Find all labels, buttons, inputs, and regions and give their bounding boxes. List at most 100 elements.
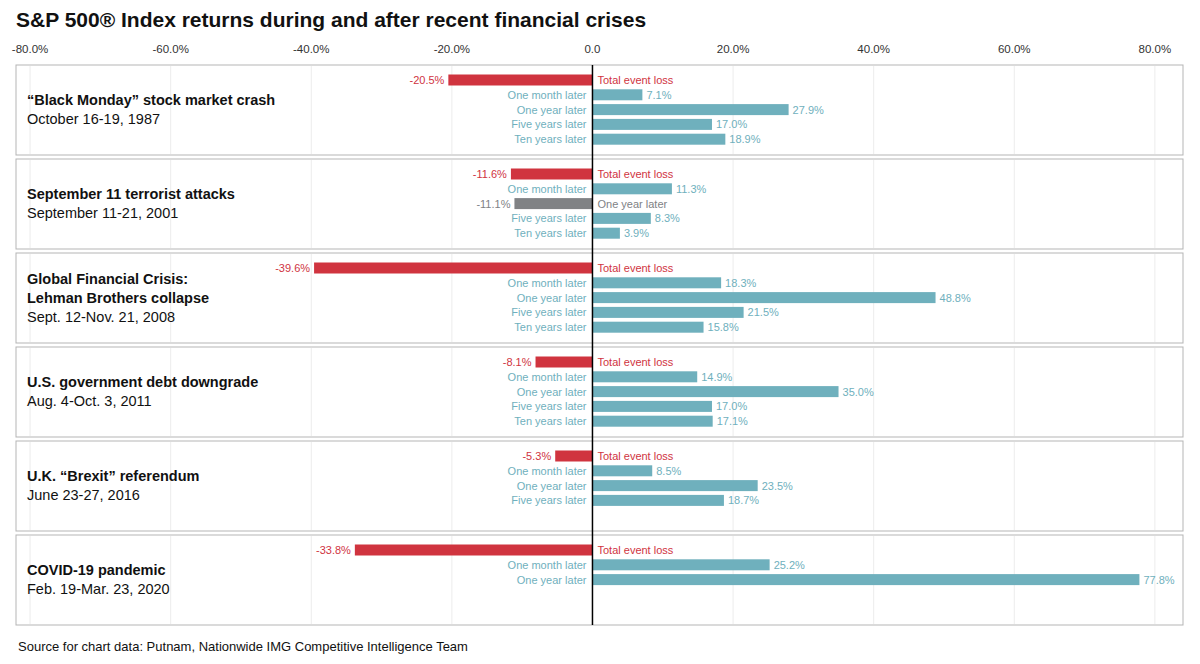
grid-line: [30, 348, 31, 436]
panel-frame: [16, 65, 1183, 155]
panel: COVID-19 pandemicFeb. 19-Mar. 23, 2020To…: [16, 535, 1183, 625]
data-label: -8.1%: [503, 356, 532, 368]
data-label: 25.2%: [774, 559, 805, 571]
data-label: -5.3%: [522, 450, 551, 462]
category-label: One month later: [508, 371, 587, 383]
data-label: 15.8%: [708, 321, 739, 333]
data-label: 35.0%: [843, 386, 874, 398]
grid-line: [311, 442, 312, 530]
panel-frame: [16, 441, 1183, 531]
bar: [592, 559, 769, 570]
category-label: One year later: [517, 292, 587, 304]
data-label: -11.6%: [473, 168, 507, 180]
data-label: -20.5%: [409, 74, 444, 86]
data-label: 18.9%: [729, 133, 760, 145]
panel-subtitle: Feb. 19-Mar. 23, 2020: [27, 581, 170, 597]
bar: [592, 386, 838, 397]
panel-title: September 11 terrorist attacks: [27, 186, 235, 202]
data-label: 14.9%: [701, 371, 732, 383]
category-label: Total event loss: [597, 356, 673, 368]
source-note: Source for chart data: Putnam, Nationwid…: [18, 639, 468, 654]
bar: [592, 401, 712, 412]
category-label: Ten years later: [514, 321, 586, 333]
grid-line: [733, 160, 734, 248]
category-label: Five years later: [511, 306, 587, 318]
category-label: One month later: [508, 559, 587, 571]
grid-line: [1014, 348, 1015, 436]
bar: [592, 228, 619, 239]
tick-label: -60.0%: [152, 43, 188, 55]
bar: [314, 263, 592, 274]
grid-line: [30, 536, 31, 624]
panel-frame: [16, 253, 1183, 343]
category-label: One year later: [517, 480, 587, 492]
grid-line: [30, 442, 31, 530]
panel-title: COVID-19 pandemic: [27, 562, 166, 578]
grid-line: [1154, 442, 1155, 530]
panel-subtitle: June 23-27, 2016: [27, 487, 140, 503]
grid-line: [1014, 160, 1015, 248]
data-label: 8.3%: [655, 212, 680, 224]
category-label: One year later: [517, 386, 587, 398]
bar: [536, 357, 593, 368]
data-label: 27.9%: [793, 104, 824, 116]
category-label: Ten years later: [514, 227, 586, 239]
grid-line: [30, 160, 31, 248]
data-label: -33.8%: [316, 544, 351, 556]
category-label: Five years later: [511, 212, 587, 224]
bar: [592, 307, 743, 318]
data-label: 77.8%: [1143, 574, 1174, 586]
bar: [592, 495, 723, 506]
panel-subtitle: Aug. 4-Oct. 3, 2011: [27, 393, 152, 409]
data-label: 48.8%: [940, 292, 971, 304]
panel: U.S. government debt downgradeAug. 4-Oct…: [16, 347, 1183, 437]
bar: [592, 322, 703, 333]
bars: [448, 75, 788, 145]
tick-label: 20.0%: [717, 43, 750, 55]
panel-frame: [16, 347, 1183, 437]
data-label: 18.3%: [725, 277, 756, 289]
category-label: One month later: [508, 465, 587, 477]
panel-subtitle: Sept. 12-Nov. 21, 2008: [27, 309, 175, 325]
grid-line: [873, 160, 874, 248]
panel-title: Global Financial Crisis:: [27, 271, 188, 287]
grid-line: [170, 442, 171, 530]
tick-label: 0.0: [584, 43, 600, 55]
bar: [592, 183, 671, 194]
grid-line: [451, 348, 452, 436]
bar: [592, 134, 725, 145]
grid-line: [873, 66, 874, 154]
grid-line: [451, 160, 452, 248]
category-label: One year later: [597, 198, 667, 210]
grid-line: [30, 66, 31, 154]
data-label: -39.6%: [275, 262, 310, 274]
grid-line: [170, 536, 171, 624]
data-label: 23.5%: [762, 480, 793, 492]
bar: [592, 574, 1139, 585]
bar: [592, 480, 757, 491]
bar: [592, 213, 650, 224]
category-label: Ten years later: [514, 415, 586, 427]
grid-line: [311, 160, 312, 248]
tick-label: 60.0%: [998, 43, 1031, 55]
category-label: Total event loss: [597, 168, 673, 180]
bar: [592, 292, 935, 303]
grid-line: [1154, 160, 1155, 248]
data-label: 8.5%: [656, 465, 681, 477]
grid-line: [873, 442, 874, 530]
tick-label: -40.0%: [293, 43, 329, 55]
panel-frame: [16, 159, 1183, 249]
category-label: One year later: [517, 104, 587, 116]
category-label: Five years later: [511, 494, 587, 506]
category-label: One month later: [508, 89, 587, 101]
grid-line: [170, 348, 171, 436]
tick-label: 40.0%: [857, 43, 890, 55]
grid-line: [1014, 254, 1015, 342]
data-label: -11.1%: [476, 198, 510, 210]
data-label: 17.0%: [716, 400, 747, 412]
panel-title: “Black Monday” stock market crash: [27, 92, 275, 108]
zero-line: [592, 65, 594, 625]
bar: [592, 465, 652, 476]
category-label: One month later: [508, 277, 587, 289]
data-label: 21.5%: [748, 306, 779, 318]
